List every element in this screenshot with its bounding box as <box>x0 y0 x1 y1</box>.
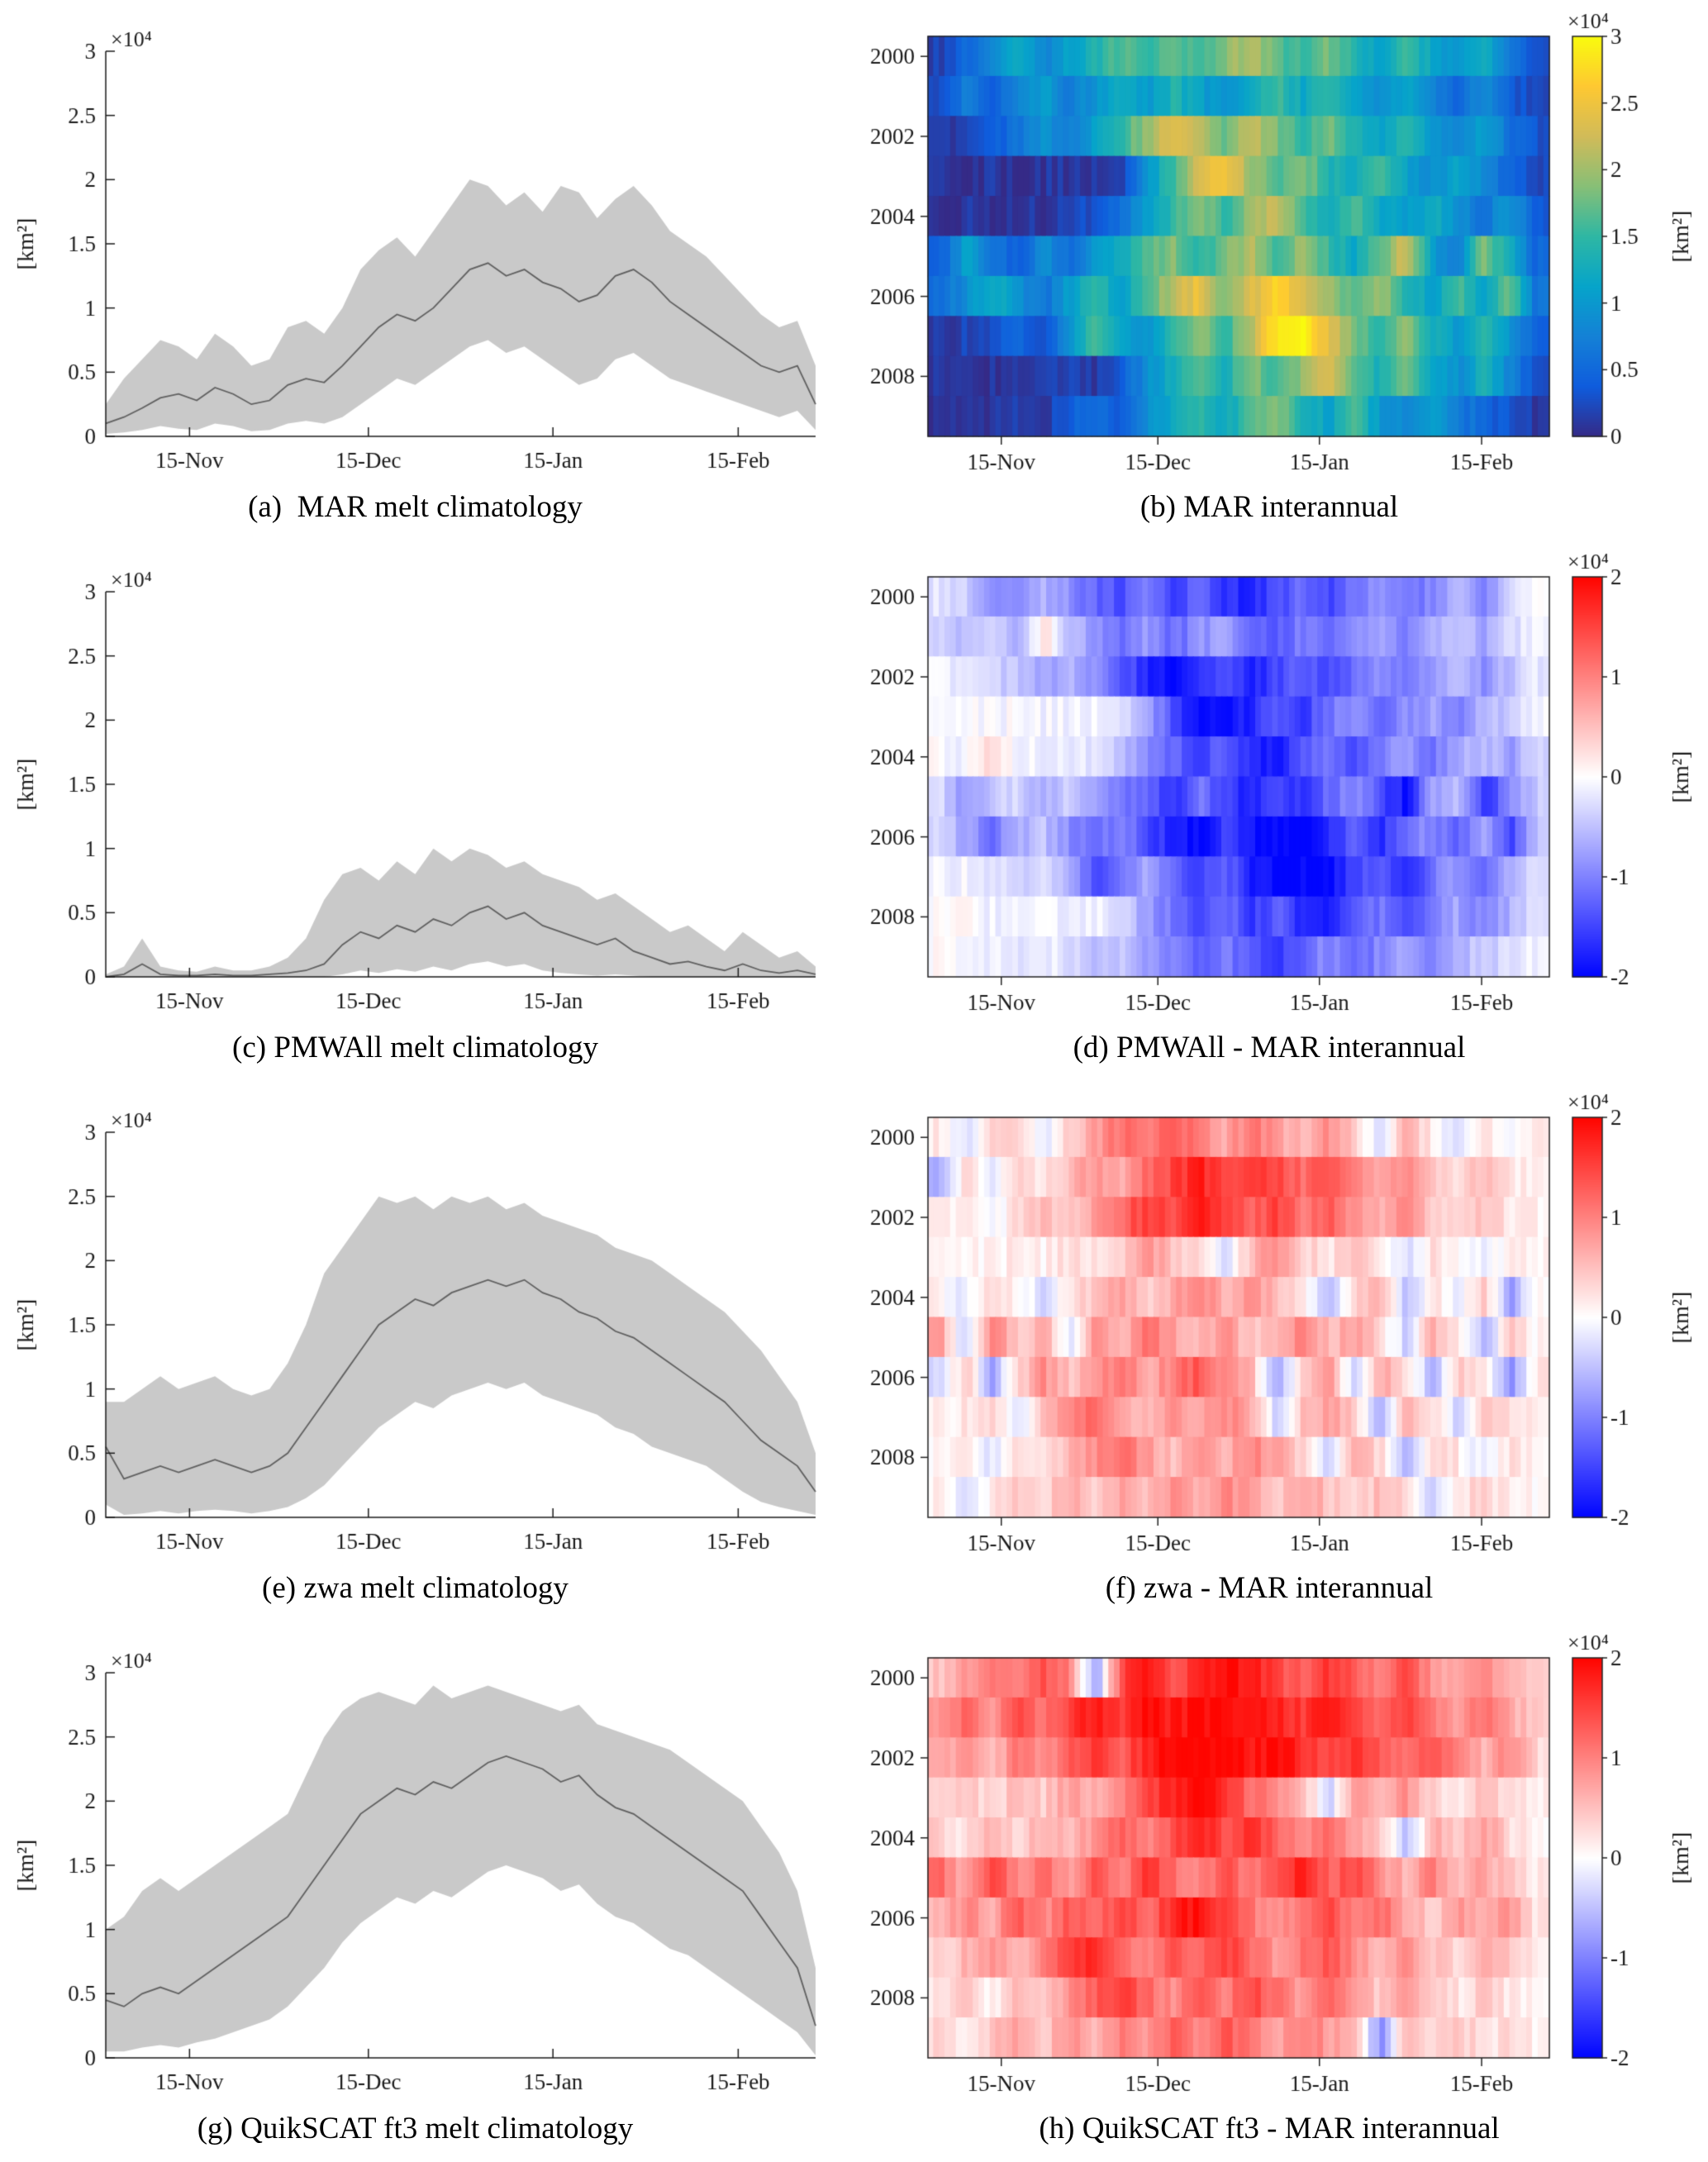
panel-d-caption: (d) PMWAll - MAR interannual <box>1073 1031 1466 1064</box>
panel-h-caption: (h) QuikSCAT ft3 - MAR interannual <box>1039 2112 1500 2145</box>
panel-h: (h) QuikSCAT ft3 - MAR interannual <box>830 1630 1708 2147</box>
panel-f: (f) zwa - MAR interannual <box>830 1089 1708 1607</box>
panel-a-plot <box>0 8 830 488</box>
panel-e-plot <box>0 1089 830 1569</box>
panel-g-caption: (g) QuikSCAT ft3 melt climatology <box>197 2112 634 2145</box>
panel-c: (c) PMWAll melt climatology <box>0 549 830 1066</box>
panel-h-heatmap <box>830 1630 1708 2109</box>
figure-row-1: (a) MAR melt climatology (b) MAR interan… <box>0 0 1708 540</box>
panel-b-caption: (b) MAR interannual <box>1139 490 1399 524</box>
panel-f-caption: (f) zwa - MAR interannual <box>1105 1571 1434 1605</box>
panel-e-caption: (e) zwa melt climatology <box>262 1571 569 1605</box>
panel-d: (d) PMWAll - MAR interannual <box>830 549 1708 1066</box>
panel-a: (a) MAR melt climatology <box>0 8 830 526</box>
figure-row-3: (e) zwa melt climatology (f) zwa - MAR i… <box>0 1081 1708 1622</box>
figure-row-2: (c) PMWAll melt climatology (d) PMWAll -… <box>0 540 1708 1081</box>
panel-c-plot <box>0 549 830 1028</box>
panel-g-plot <box>0 1630 830 2109</box>
panel-b: (b) MAR interannual <box>830 8 1708 526</box>
panel-g: (g) QuikSCAT ft3 melt climatology <box>0 1630 830 2147</box>
panel-c-caption: (c) PMWAll melt climatology <box>232 1031 598 1064</box>
panel-d-heatmap <box>830 549 1708 1028</box>
panel-f-heatmap <box>830 1089 1708 1569</box>
panel-a-caption: (a) MAR melt climatology <box>248 490 583 524</box>
figure-row-4: (g) QuikSCAT ft3 melt climatology (h) Qu… <box>0 1622 1708 2162</box>
panel-e: (e) zwa melt climatology <box>0 1089 830 1607</box>
panel-b-heatmap <box>830 8 1708 488</box>
